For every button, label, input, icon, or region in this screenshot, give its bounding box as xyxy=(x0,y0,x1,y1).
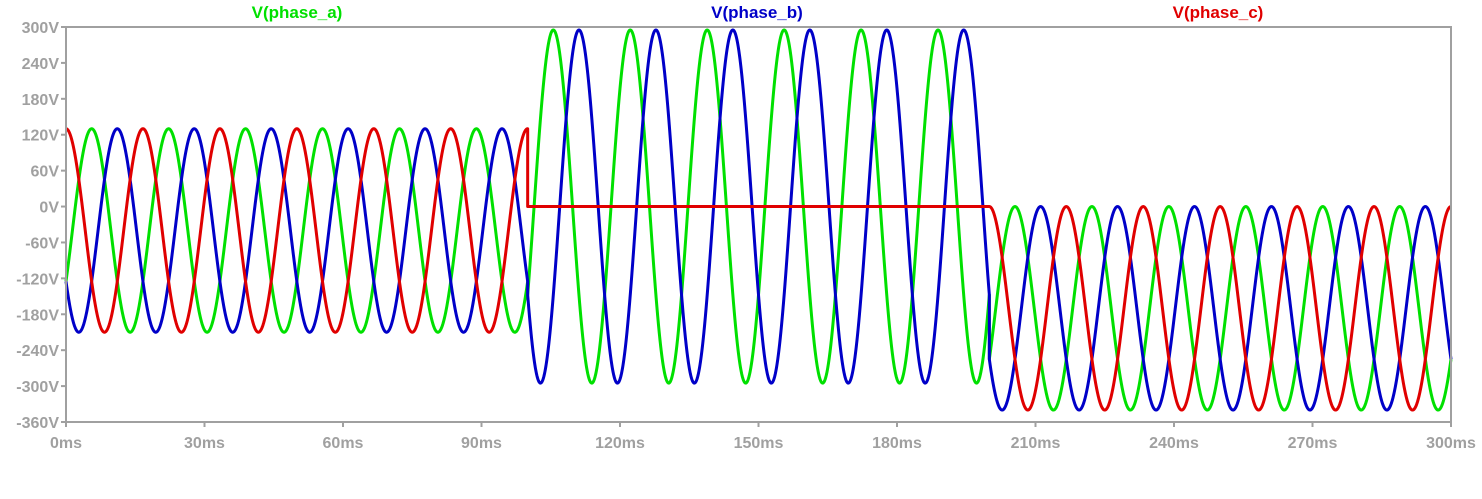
x-tick-label: 150ms xyxy=(734,435,784,452)
x-tick-label: 120ms xyxy=(595,435,645,452)
plot-frame xyxy=(65,26,1452,423)
x-tick-label: 300ms xyxy=(1426,435,1476,452)
y-tick-label: -120V xyxy=(16,271,59,288)
y-tick-label: 240V xyxy=(22,56,60,73)
x-tick-label: 240ms xyxy=(1149,435,1199,452)
y-tick-label: 120V xyxy=(22,128,60,145)
x-tick-label: 0ms xyxy=(50,435,82,452)
y-tick-label: 60V xyxy=(31,164,60,181)
legend-phase-c: V(phase_c) xyxy=(1173,3,1264,22)
x-tick-label: 30ms xyxy=(184,435,225,452)
y-tick-label: -60V xyxy=(25,235,59,252)
legend-phase-a: V(phase_a) xyxy=(252,3,343,22)
y-tick-label: 180V xyxy=(22,92,60,109)
y-axis: 300V 240V 180V 120V 60V 0V -60V -120V -180V -240V… xyxy=(16,20,66,432)
y-tick-label: -180V xyxy=(16,307,59,324)
x-tick-label: 180ms xyxy=(872,435,922,452)
y-tick-label: 0V xyxy=(39,200,59,217)
y-tick-label: -240V xyxy=(16,343,59,360)
x-tick-label: 210ms xyxy=(1011,435,1061,452)
x-tick-label: 60ms xyxy=(323,435,364,452)
legend-phase-b: V(phase_b) xyxy=(711,3,803,22)
series-line-v-phase-b xyxy=(64,28,1453,412)
x-tick-label: 90ms xyxy=(461,435,502,452)
y-tick-label: 300V xyxy=(22,20,60,37)
x-axis: 0ms 30ms 60ms 90ms 120ms 150ms 180ms 210ms 240ms… xyxy=(50,422,1476,452)
series-line-v-phase-c xyxy=(64,127,1453,412)
x-tick-label: 270ms xyxy=(1288,435,1338,452)
y-tick-label: -360V xyxy=(16,415,59,432)
legend: V(phase_a) V(phase_b) V(phase_c) xyxy=(252,3,1264,22)
y-tick-label: -300V xyxy=(16,379,59,396)
plot-area xyxy=(64,28,1453,412)
